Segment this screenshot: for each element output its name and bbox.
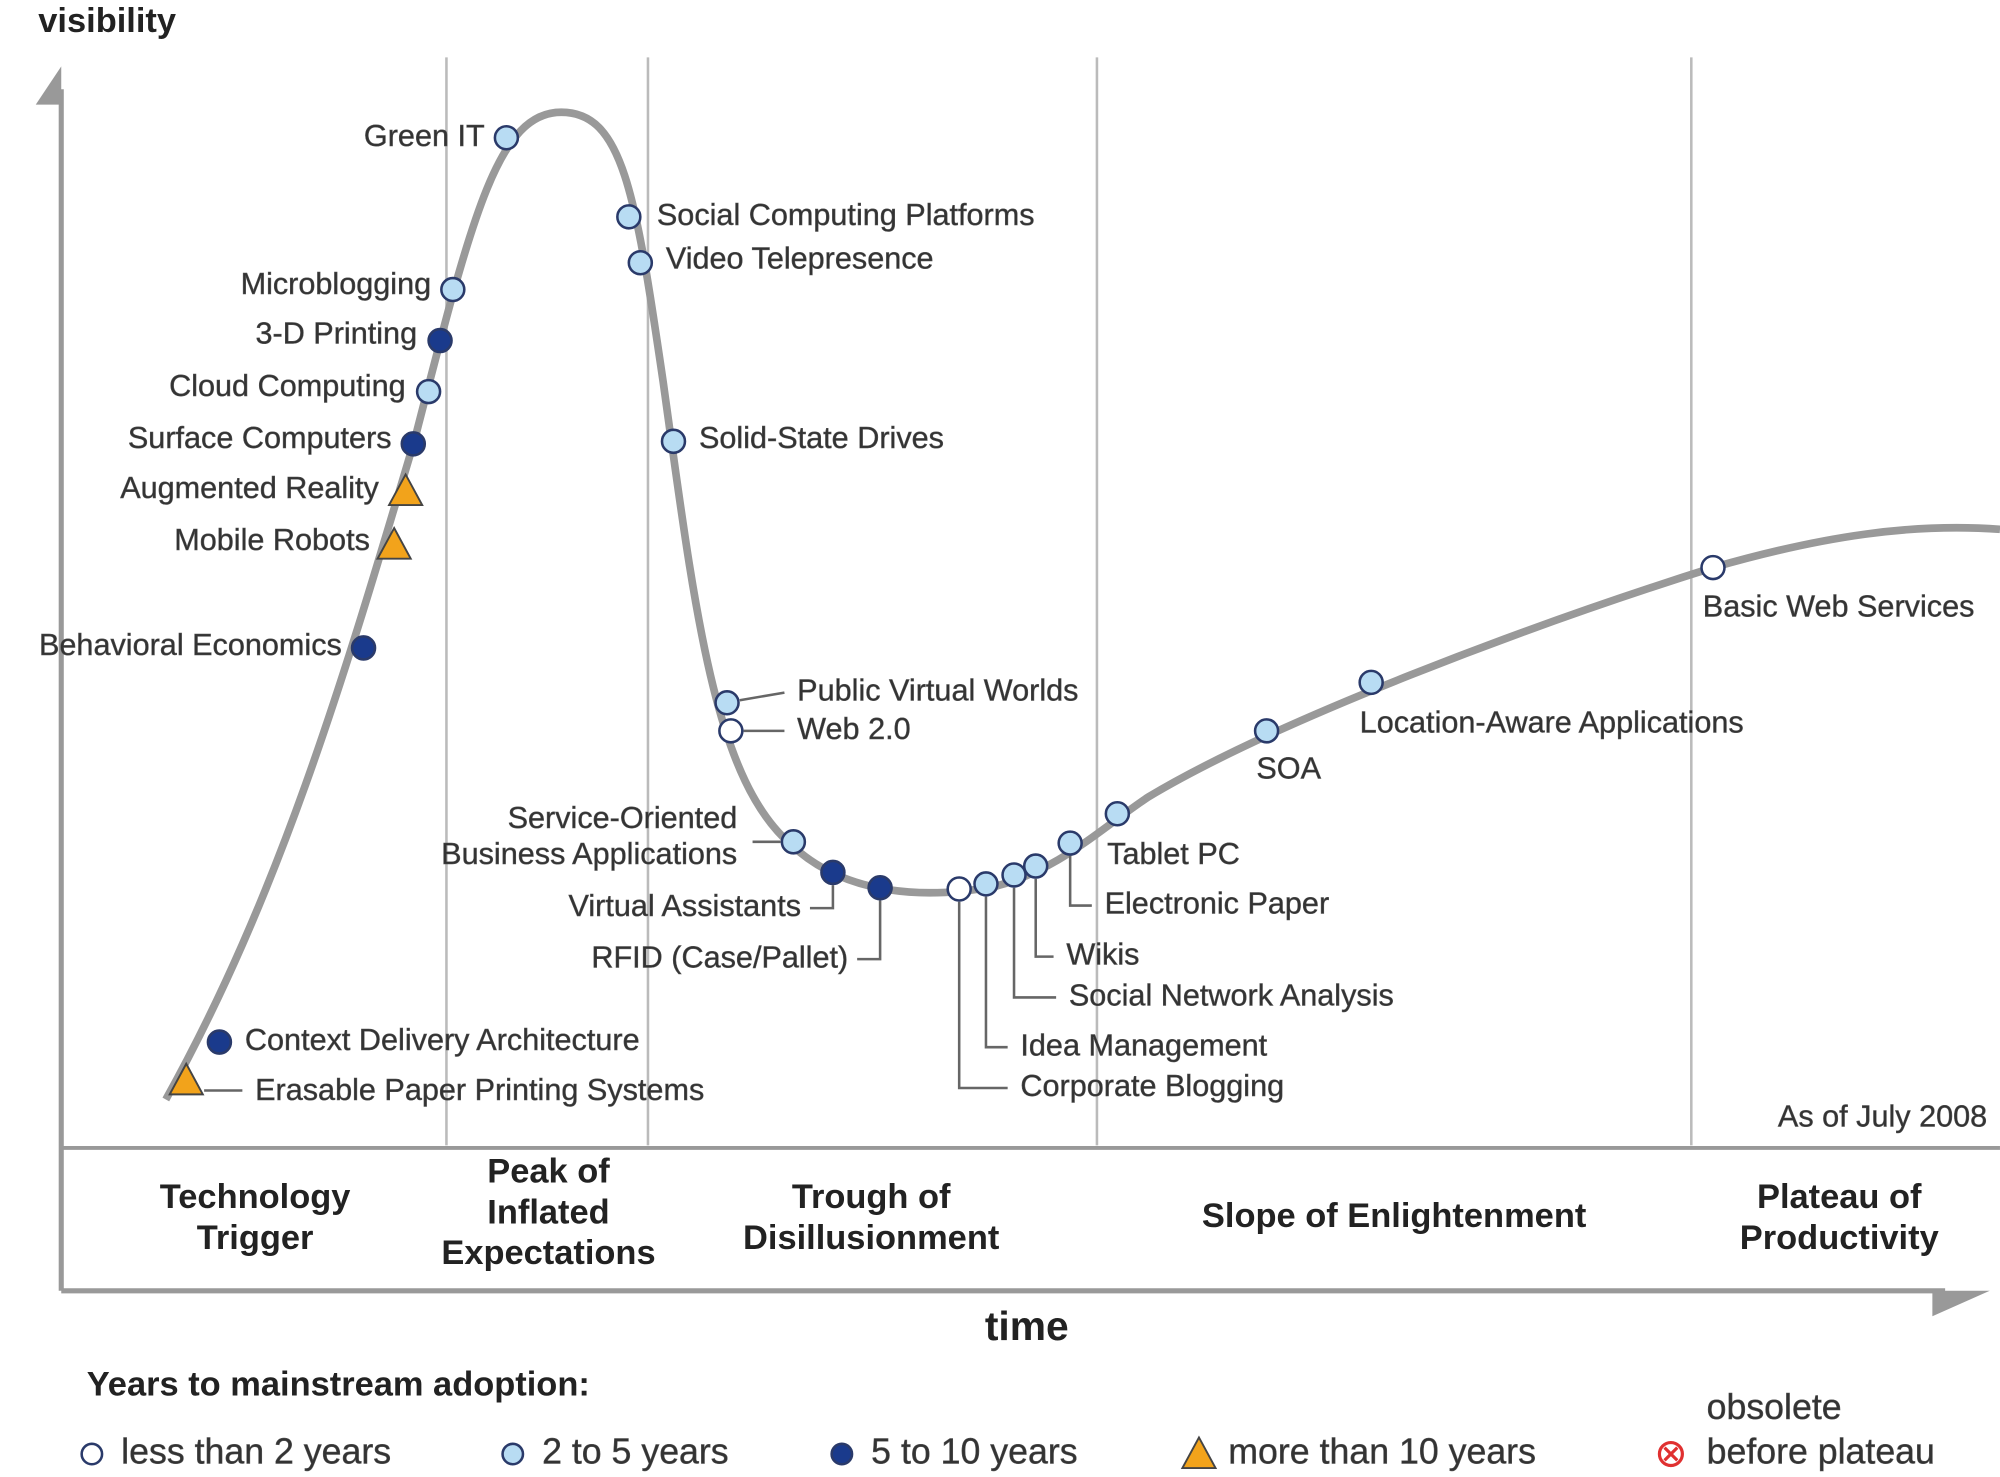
marker bbox=[440, 276, 466, 303]
marker bbox=[616, 204, 642, 230]
technology-label: Electronic Paper bbox=[1105, 887, 1330, 921]
marker bbox=[80, 1442, 104, 1466]
technology-label: Microblogging bbox=[241, 267, 432, 301]
leader-line bbox=[809, 885, 835, 910]
phase-label: Disillusionment bbox=[743, 1219, 1000, 1257]
technology-label: Mobile Robots bbox=[174, 523, 370, 557]
marker bbox=[375, 526, 413, 560]
technology-label: Augmented Reality bbox=[120, 471, 379, 505]
marker bbox=[400, 431, 427, 457]
technology-label: Tablet PC bbox=[1107, 837, 1240, 871]
marker bbox=[427, 327, 453, 354]
phase-label: Slope of Enlightenment bbox=[1202, 1197, 1587, 1235]
marker bbox=[1057, 830, 1083, 856]
marker bbox=[501, 1442, 525, 1466]
legend-label: less than 2 years bbox=[121, 1431, 391, 1471]
technology-label: Erasable Paper Printing Systems bbox=[255, 1073, 704, 1107]
marker bbox=[415, 378, 442, 405]
x-axis-label: time bbox=[985, 1303, 1069, 1349]
technology-label: Basic Web Services bbox=[1703, 589, 1975, 623]
y-arrow bbox=[35, 66, 62, 105]
marker bbox=[493, 124, 520, 151]
marker bbox=[714, 690, 740, 716]
technology-label: Web 2.0 bbox=[797, 712, 910, 746]
marker bbox=[1104, 800, 1131, 827]
y-axis-label: visibility bbox=[38, 2, 176, 40]
leader-line bbox=[957, 901, 1008, 1090]
marker bbox=[387, 472, 424, 507]
technology-label: Social Computing Platforms bbox=[657, 198, 1035, 232]
marker bbox=[1663, 1446, 1679, 1462]
technology-label: Surface Computers bbox=[128, 421, 392, 455]
phase-label: Productivity bbox=[1740, 1219, 1939, 1257]
legend-label: obsolete bbox=[1707, 1387, 1842, 1427]
legend-label: before plateau bbox=[1707, 1431, 1935, 1471]
marker bbox=[1180, 1435, 1218, 1470]
legend-title: Years to mainstream adoption: bbox=[87, 1366, 590, 1404]
marker bbox=[973, 871, 999, 897]
frame bbox=[58, 57, 2000, 1294]
leader-line bbox=[857, 900, 882, 961]
legend-label: more than 10 years bbox=[1228, 1431, 1536, 1471]
technology-label: Behavioral Economics bbox=[39, 628, 342, 662]
technology-label: Green IT bbox=[364, 119, 485, 153]
phase-label: Peak of bbox=[487, 1153, 610, 1191]
marker bbox=[867, 874, 893, 901]
technology-label: Social Network Analysis bbox=[1069, 979, 1394, 1013]
technology-label: Context Delivery Architecture bbox=[245, 1023, 640, 1057]
technology-label: Service-Oriented bbox=[508, 801, 738, 835]
technology-label: Wikis bbox=[1066, 938, 1139, 972]
x-arrow bbox=[1932, 1290, 1990, 1317]
marker bbox=[627, 249, 654, 276]
technology-label: Corporate Blogging bbox=[1020, 1069, 1284, 1103]
marker bbox=[946, 876, 972, 902]
leader-line bbox=[739, 691, 785, 702]
marker bbox=[1022, 853, 1049, 879]
technology-label: Cloud Computing bbox=[169, 369, 406, 403]
phase-label: Technology bbox=[160, 1178, 351, 1216]
leader-line bbox=[1012, 887, 1057, 999]
marker bbox=[1358, 669, 1384, 696]
leader-line bbox=[984, 896, 1008, 1049]
phase-label: Plateau of bbox=[1757, 1178, 1922, 1216]
technology-label: Business Applications bbox=[441, 837, 737, 871]
legend-label: 5 to 10 years bbox=[871, 1431, 1077, 1471]
leader-line bbox=[1068, 855, 1092, 907]
technology-label: Public Virtual Worlds bbox=[797, 674, 1078, 708]
technology-label: 3-D Printing bbox=[255, 317, 417, 351]
marker bbox=[820, 859, 846, 886]
technology-label: SOA bbox=[1256, 751, 1321, 785]
technology-label: Solid-State Drives bbox=[699, 421, 944, 455]
phase-label: Expectations bbox=[441, 1234, 655, 1272]
technology-label: Video Telepresence bbox=[666, 241, 934, 275]
marker bbox=[1700, 554, 1726, 581]
phase-label: Trigger bbox=[197, 1219, 314, 1257]
phase-label: Trough of bbox=[792, 1178, 951, 1216]
marker bbox=[168, 1061, 205, 1096]
leader-line bbox=[1034, 878, 1054, 958]
note: As of July 2008 bbox=[1778, 1100, 1987, 1134]
marker bbox=[350, 635, 377, 661]
technology-label: Idea Management bbox=[1020, 1028, 1267, 1062]
marker bbox=[1001, 862, 1027, 888]
technology-label: Virtual Assistants bbox=[569, 889, 802, 923]
technology-label: Location-Aware Applications bbox=[1360, 706, 1744, 740]
marker bbox=[206, 1029, 233, 1055]
technology-label: RFID (Case/Pallet) bbox=[591, 940, 848, 974]
marker bbox=[1253, 718, 1280, 744]
marker bbox=[718, 718, 744, 744]
legend-label: 2 to 5 years bbox=[542, 1431, 729, 1471]
marker bbox=[780, 829, 807, 855]
marker bbox=[660, 428, 687, 455]
phase-label: Inflated bbox=[487, 1193, 609, 1231]
marker bbox=[830, 1442, 854, 1466]
